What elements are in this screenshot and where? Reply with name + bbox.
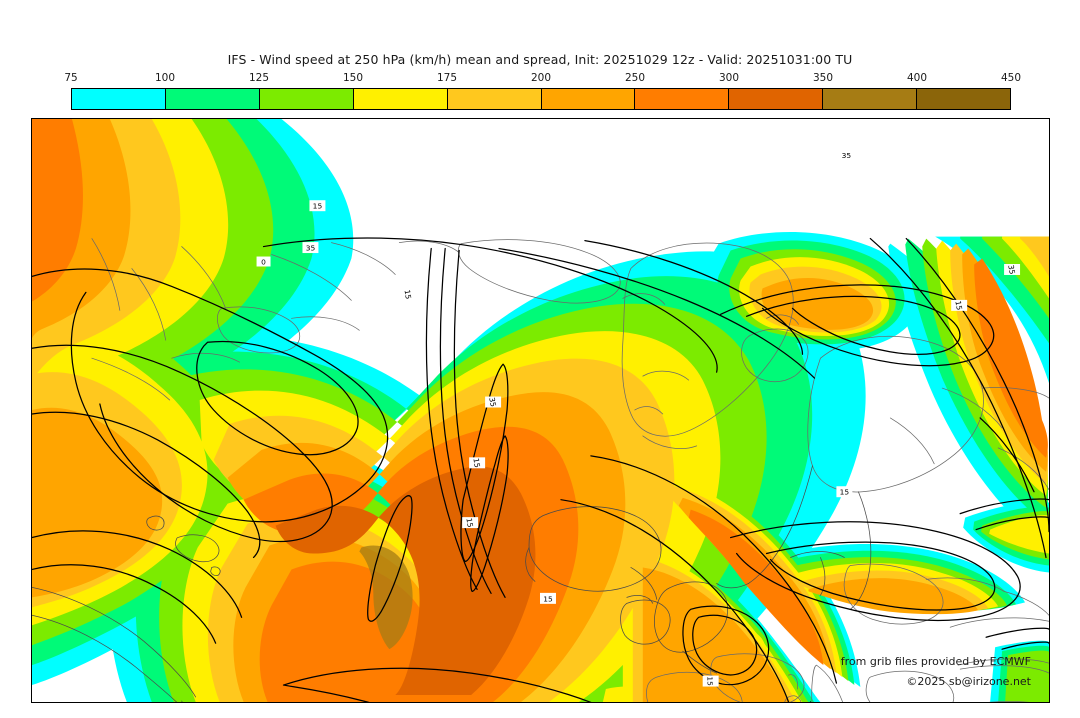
svg-text:15: 15 xyxy=(840,488,850,497)
svg-text:35: 35 xyxy=(1006,264,1017,275)
data-source-credit: from grib files provided by ECMWF xyxy=(840,655,1031,668)
map-contour-plot: 15 35 15 35 xyxy=(32,119,1049,702)
colorbar: 75 100 125 150 175 200 250 300 350 400 450 xyxy=(64,72,1021,110)
svg-text:15: 15 xyxy=(706,676,715,686)
svg-text:35: 35 xyxy=(842,151,852,160)
colorbar-band-200 xyxy=(541,89,636,109)
colorbar-band-400 xyxy=(917,89,1011,109)
colorbar-tick-400: 400 xyxy=(906,72,928,84)
colorbar-tick-labels: 75 100 125 150 175 200 250 300 350 400 450 xyxy=(64,72,1021,86)
colorbar-band-150 xyxy=(353,89,448,109)
colorbar-tick-200: 200 xyxy=(530,72,552,84)
colorbar-band-125 xyxy=(259,89,354,109)
svg-text:35: 35 xyxy=(487,397,498,408)
svg-text:35: 35 xyxy=(306,244,316,253)
colorbar-tick-175: 175 xyxy=(436,72,458,84)
svg-text:15: 15 xyxy=(953,300,964,311)
colorbar-band-300 xyxy=(729,89,824,109)
colorbar-tick-450: 450 xyxy=(1000,72,1022,84)
svg-text:0: 0 xyxy=(261,258,266,267)
colorbar-band-100 xyxy=(165,89,260,109)
svg-text:15: 15 xyxy=(464,517,475,528)
colorbar-band-75 xyxy=(72,89,166,109)
colorbar-tick-100: 100 xyxy=(154,72,176,84)
page-title: IFS - Wind speed at 250 hPa (km/h) mean … xyxy=(227,52,853,67)
colorbar-band-250 xyxy=(635,89,730,109)
colorbar-tick-150: 150 xyxy=(342,72,364,84)
svg-text:15: 15 xyxy=(313,202,323,211)
colorbar-bands xyxy=(71,88,1011,110)
map-canvas[interactable]: 15 35 15 35 xyxy=(31,118,1050,703)
colorbar-tick-300: 300 xyxy=(718,72,740,84)
colorbar-band-175 xyxy=(447,89,542,109)
coastlines xyxy=(32,238,1049,702)
copyright-credit: ©2025 sb@irizone.net xyxy=(906,675,1031,688)
svg-text:15: 15 xyxy=(543,594,553,603)
spread-contours xyxy=(32,237,1049,702)
svg-text:15: 15 xyxy=(403,289,414,300)
mean-wind-filled-contours xyxy=(32,119,1049,702)
colorbar-tick-75: 75 xyxy=(64,72,78,84)
colorbar-tick-250: 250 xyxy=(624,72,646,84)
svg-text:15: 15 xyxy=(471,457,482,468)
colorbar-band-350 xyxy=(823,89,918,109)
colorbar-tick-125: 125 xyxy=(248,72,270,84)
contour-labels: 15 35 15 35 xyxy=(256,149,1021,687)
colorbar-tick-350: 350 xyxy=(812,72,834,84)
